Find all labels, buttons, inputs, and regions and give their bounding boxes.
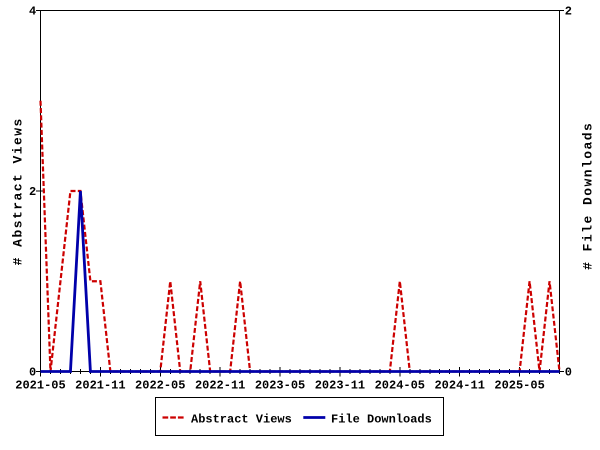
svg-text:4: 4 — [29, 5, 36, 19]
svg-text:Abstract Views: Abstract Views — [191, 412, 292, 426]
svg-text:2021-05: 2021-05 — [15, 379, 65, 393]
svg-text:2: 2 — [29, 185, 36, 199]
svg-text:2021-11: 2021-11 — [75, 379, 125, 393]
svg-text:2024-05: 2024-05 — [375, 379, 425, 393]
svg-text:# File Downloads: # File Downloads — [581, 122, 596, 270]
svg-text:2025-05: 2025-05 — [494, 379, 544, 393]
svg-text:0: 0 — [565, 366, 572, 380]
svg-text:2023-05: 2023-05 — [255, 379, 305, 393]
svg-text:2022-11: 2022-11 — [195, 379, 245, 393]
svg-text:# Abstract Views: # Abstract Views — [10, 117, 25, 265]
svg-text:2024-11: 2024-11 — [434, 379, 484, 393]
svg-text:2022-05: 2022-05 — [135, 379, 185, 393]
svg-text:0: 0 — [29, 366, 36, 380]
svg-text:File Downloads: File Downloads — [331, 412, 432, 426]
svg-text:2: 2 — [565, 5, 572, 19]
svg-text:2023-11: 2023-11 — [315, 379, 365, 393]
